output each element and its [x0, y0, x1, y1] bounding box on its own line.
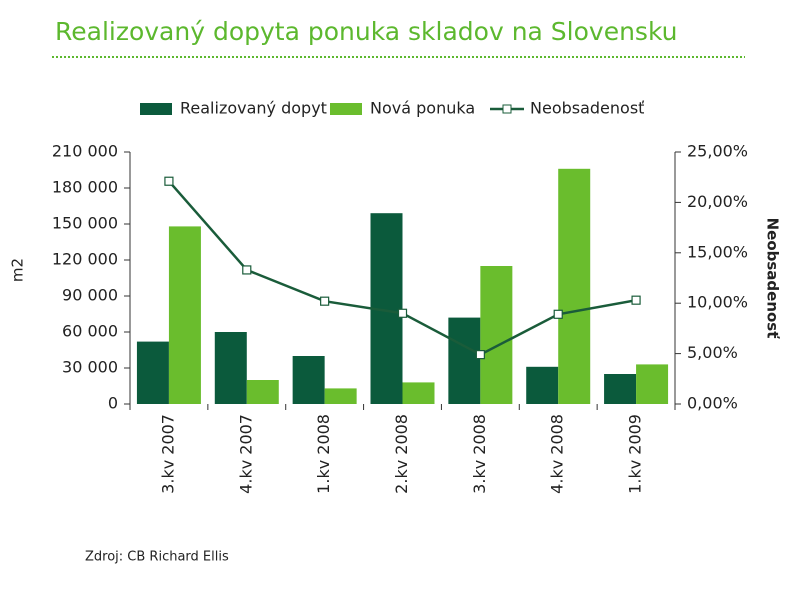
y2-tick-label: 5,00%	[687, 343, 738, 362]
x-tick-label: 4.kv 2007	[236, 414, 255, 494]
y2-tick-label: 0,00%	[687, 394, 738, 413]
y2-tick-label: 25,00%	[687, 142, 748, 161]
line-marker	[164, 176, 174, 186]
y-tick-label: 30 000	[62, 358, 118, 377]
x-tick-label: 2.kv 2008	[392, 414, 411, 494]
line-marker	[553, 309, 563, 319]
y-axis-label: m2	[9, 258, 27, 282]
bar	[292, 356, 325, 404]
bar	[168, 226, 201, 404]
chart-title: Realizovaný dopyta ponuka skladov na Slo…	[55, 17, 678, 46]
bar	[136, 341, 169, 404]
x-tick-label: 3.kv 2008	[470, 414, 489, 494]
x-tick-label: 3.kv 2007	[158, 414, 177, 494]
y-tick-label: 90 000	[62, 286, 118, 305]
y2-axis-label: Neobsadenosť	[764, 218, 782, 340]
line-marker	[242, 265, 252, 275]
y2-tick-label: 20,00%	[687, 192, 748, 211]
y2-tick-label: 10,00%	[687, 293, 748, 312]
line-marker	[397, 308, 408, 318]
bar	[636, 364, 669, 404]
bar	[558, 168, 591, 404]
legend-swatch	[140, 103, 172, 115]
legend-swatch	[502, 104, 512, 114]
y-tick-label: 210 000	[52, 142, 118, 161]
bar	[480, 266, 513, 404]
bar	[448, 317, 481, 404]
bar	[324, 388, 357, 404]
y-tick-label: 120 000	[52, 250, 118, 269]
bar	[246, 380, 279, 404]
x-tick-label: 4.kv 2008	[548, 414, 567, 494]
legend-label: Realizovaný dopyt	[180, 99, 327, 118]
bar	[604, 374, 637, 404]
line-marker	[320, 296, 330, 306]
y-tick-label: 0	[108, 394, 118, 413]
legend-label: Nová ponuka	[370, 99, 475, 118]
y-tick-label: 150 000	[52, 214, 118, 233]
line-marker	[475, 350, 485, 360]
x-tick-label: 1.kv 2008	[314, 414, 333, 494]
bar	[526, 366, 559, 404]
y-tick-label: 60 000	[62, 322, 118, 341]
legend-label: Neobsadenosť	[530, 99, 644, 118]
bar	[402, 382, 435, 404]
line-marker	[631, 295, 641, 305]
legend-swatch	[330, 103, 362, 115]
y-tick-label: 180 000	[52, 178, 118, 197]
x-tick-label: 1.kv 2009	[626, 414, 645, 494]
bar	[214, 332, 247, 404]
y2-tick-label: 15,00%	[687, 242, 748, 261]
source: Zdroj: CB Richard Ellis	[85, 550, 229, 565]
